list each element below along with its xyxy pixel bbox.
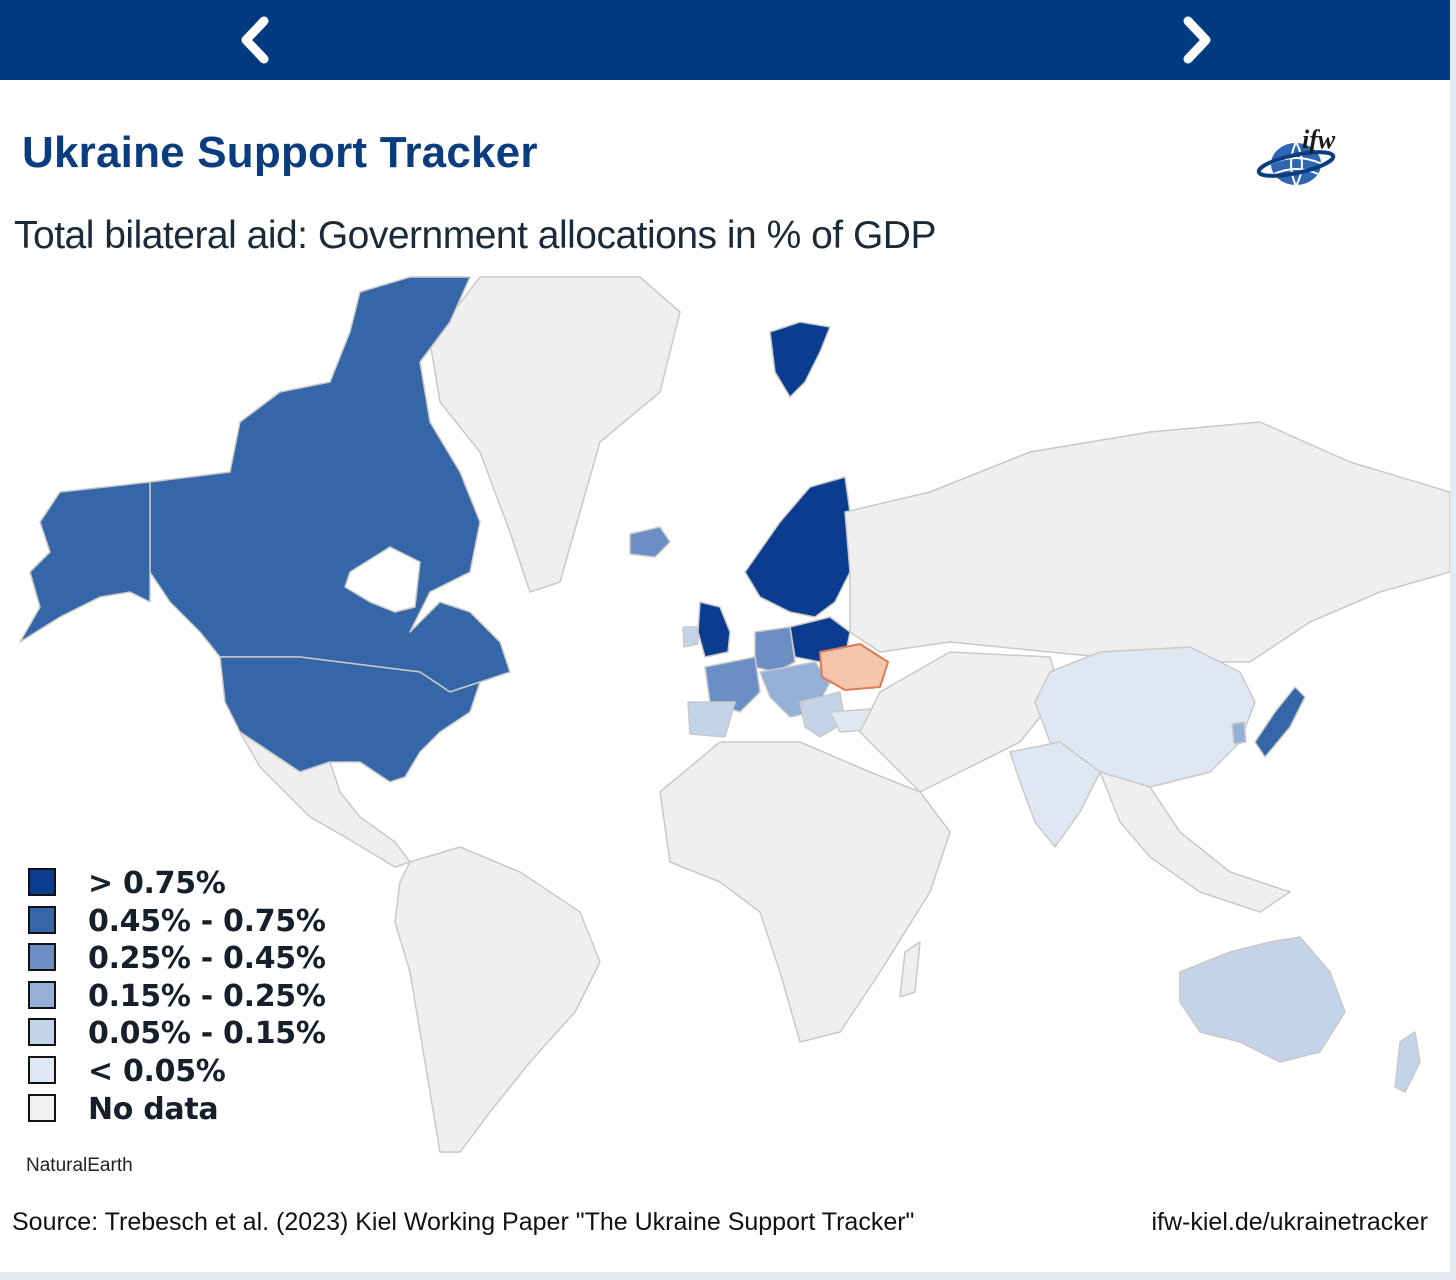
ireland [682,626,699,648]
legend-swatch [28,1018,56,1047]
southeast-asia [1099,771,1291,913]
china [1034,646,1256,788]
south-america [394,846,601,1153]
greenland [429,276,681,593]
chevron-left-icon [241,16,269,64]
nordics [744,476,851,618]
hudson-bay [344,546,421,613]
balkans [799,691,846,738]
legend-swatch [28,943,56,972]
legend-label: < 0.05% [88,1053,226,1089]
legend-label: No data [88,1091,219,1127]
united-kingdom [697,601,731,658]
ukraine [819,643,889,691]
legend-label: > 0.75% [88,866,226,901]
svalbard [769,321,831,398]
france [704,656,761,713]
legend-label: 0.45% - 0.75% [88,903,326,939]
legend-swatch [28,980,56,1009]
legend-swatch [28,1055,56,1084]
iceland [629,526,671,558]
next-button[interactable] [1168,10,1228,70]
world-map [19,276,1450,1153]
legend-swatch [28,868,56,896]
top-navigation-bar [0,0,1450,80]
source-citation: Source: Trebesch et al. (2023) Kiel Work… [12,1208,915,1236]
iberia [687,701,736,738]
frame-edge-right [1450,0,1456,1280]
map-credit: NaturalEarth [26,1155,133,1176]
madagascar [899,941,921,998]
germany [754,626,796,673]
source-url[interactable]: ifw-kiel.de/ukrainetracker [1151,1208,1429,1236]
chevron-right-icon [1183,16,1211,64]
australia [1179,936,1346,1063]
frame-edge-bottom [0,1272,1456,1280]
page-title: Ukraine Support Tracker [22,128,538,177]
new-zealand [1394,1031,1421,1093]
previous-button[interactable] [224,10,284,70]
logo-text: ifw [1302,125,1336,154]
legend-label: 0.05% - 0.15% [88,1016,326,1052]
middle-east-central-asia [859,651,1061,793]
legend-swatch [28,1093,56,1122]
japan [1254,686,1306,758]
russia [844,421,1450,663]
alaska [19,481,151,643]
africa [659,741,951,1043]
ifw-logo: ifw [1256,125,1336,187]
map-subtitle: Total bilateral aid: Government allocati… [14,214,936,257]
legend-label: 0.15% - 0.25% [88,978,326,1014]
legend-label: 0.25% - 0.45% [88,941,326,977]
legend-swatch [28,905,56,934]
south-korea [1231,721,1247,745]
india [1009,741,1101,848]
